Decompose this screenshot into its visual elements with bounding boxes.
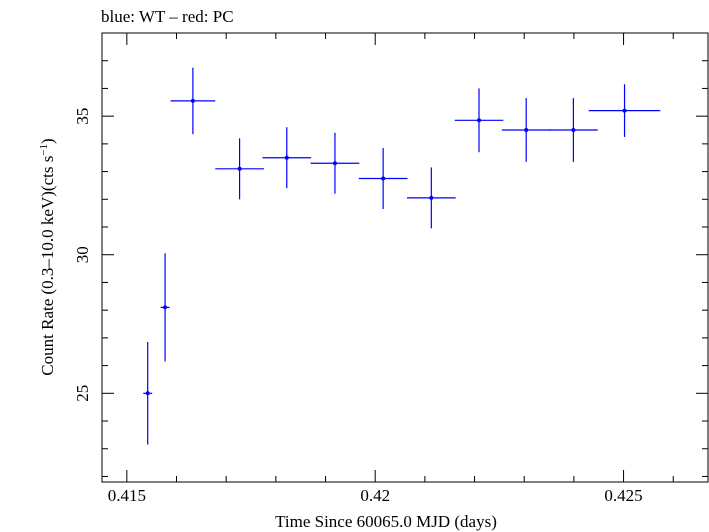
data-point (310, 132, 360, 194)
data-point (454, 88, 504, 153)
y-axis-label-main: Count Rate (0.3–10.0 keV)(cts s (38, 156, 57, 376)
data-point (549, 98, 598, 162)
x-tick-label: 0.425 (604, 486, 642, 505)
plot-frame (101, 32, 709, 483)
data-point (501, 98, 551, 162)
y-tick-label: 35 (73, 108, 92, 125)
y-axis-label: Count Rate (0.3–10.0 keV)(cts s−1) (38, 138, 57, 375)
x-tick-label: 0.42 (360, 486, 390, 505)
x-axis-label: Time Since 60065.0 MJD (days) (275, 512, 497, 531)
point-marker (284, 155, 289, 160)
chart-title: blue: WT – red: PC (101, 7, 234, 26)
data-points (143, 67, 661, 445)
point-marker (163, 305, 168, 310)
tick-labels: 0.415 0.42 0.425 25 30 35 (73, 108, 643, 505)
data-point (358, 148, 408, 209)
axis-ticks (102, 32, 708, 482)
x-tick-label: 0.415 (108, 486, 146, 505)
y-tick-label: 25 (73, 385, 92, 402)
data-point (143, 342, 153, 445)
point-marker (524, 128, 529, 133)
point-marker (381, 176, 386, 181)
point-marker (622, 108, 627, 113)
data-point (262, 127, 312, 189)
point-marker (571, 128, 576, 133)
point-marker (237, 166, 242, 171)
y-tick-label: 30 (73, 246, 92, 263)
point-marker (477, 118, 482, 123)
point-marker (190, 98, 195, 103)
point-marker (429, 195, 434, 200)
y-axis-label-exponent: −1 (38, 144, 50, 156)
data-point (588, 84, 661, 137)
point-marker (332, 161, 337, 166)
data-point (170, 67, 216, 135)
point-marker (145, 391, 150, 396)
data-point (160, 253, 170, 362)
y-axis-label-end: ) (38, 138, 57, 144)
data-point (215, 138, 264, 200)
data-point (406, 167, 456, 229)
